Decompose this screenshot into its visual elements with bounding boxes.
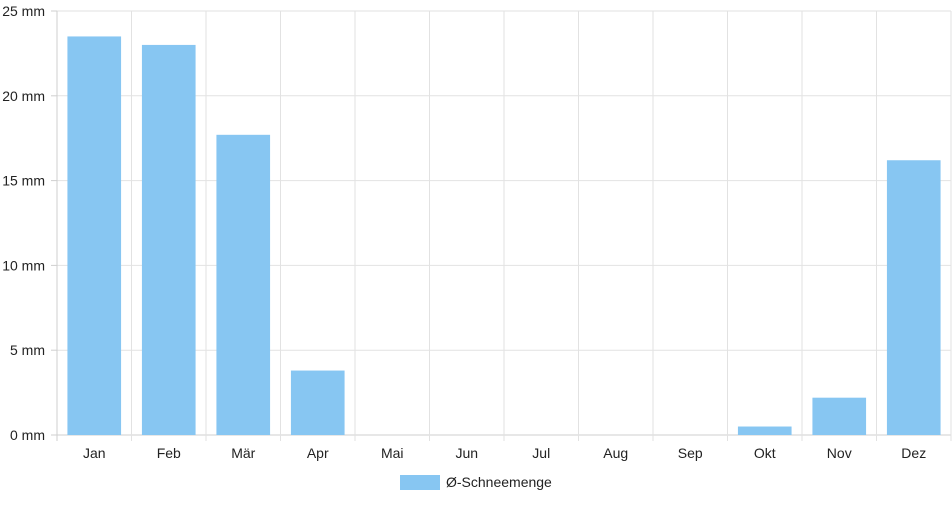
y-tick-label: 25 mm: [2, 3, 45, 19]
bar-jan[interactable]: [67, 36, 122, 435]
x-tick-label: Jul: [532, 445, 550, 461]
legend[interactable]: Ø-Schneemenge: [400, 474, 552, 490]
x-tick-label: Sep: [678, 445, 703, 461]
x-tick-label: Mär: [231, 445, 255, 461]
y-tick-label: 0 mm: [10, 427, 45, 443]
x-tick-label: Aug: [603, 445, 628, 461]
x-tick-label: Jan: [83, 445, 106, 461]
x-tick-label: Dez: [901, 445, 926, 461]
bar-dez[interactable]: [886, 160, 941, 436]
bar-mär[interactable]: [216, 134, 271, 436]
bar-apr[interactable]: [290, 370, 345, 435]
legend-swatch[interactable]: [400, 475, 440, 490]
x-tick-label: Feb: [157, 445, 181, 461]
bar-okt[interactable]: [737, 426, 792, 435]
bar-series: [67, 36, 941, 436]
bar-feb[interactable]: [141, 44, 196, 436]
legend-label[interactable]: Ø-Schneemenge: [446, 474, 552, 490]
x-tick-label: Apr: [307, 445, 329, 461]
y-tick-label: 20 mm: [2, 88, 45, 104]
x-gridlines: [56, 11, 952, 441]
y-tick-label: 15 mm: [2, 173, 45, 189]
bar-nov[interactable]: [812, 397, 867, 435]
x-axis-tick-labels: Jan Feb Mär Apr Mai Jun Jul Aug Sep Okt Nov Dez: [83, 445, 926, 461]
x-tick-label: Okt: [754, 445, 776, 461]
x-tick-label: Mai: [381, 445, 404, 461]
y-tick-label: 5 mm: [10, 342, 45, 358]
x-tick-label: Nov: [827, 445, 852, 461]
y-axis-tick-labels: 0 mm 5 mm 10 mm 15 mm 20 mm 25 mm: [2, 3, 45, 443]
x-tick-label: Jun: [455, 445, 478, 461]
y-tick-label: 10 mm: [2, 257, 45, 273]
